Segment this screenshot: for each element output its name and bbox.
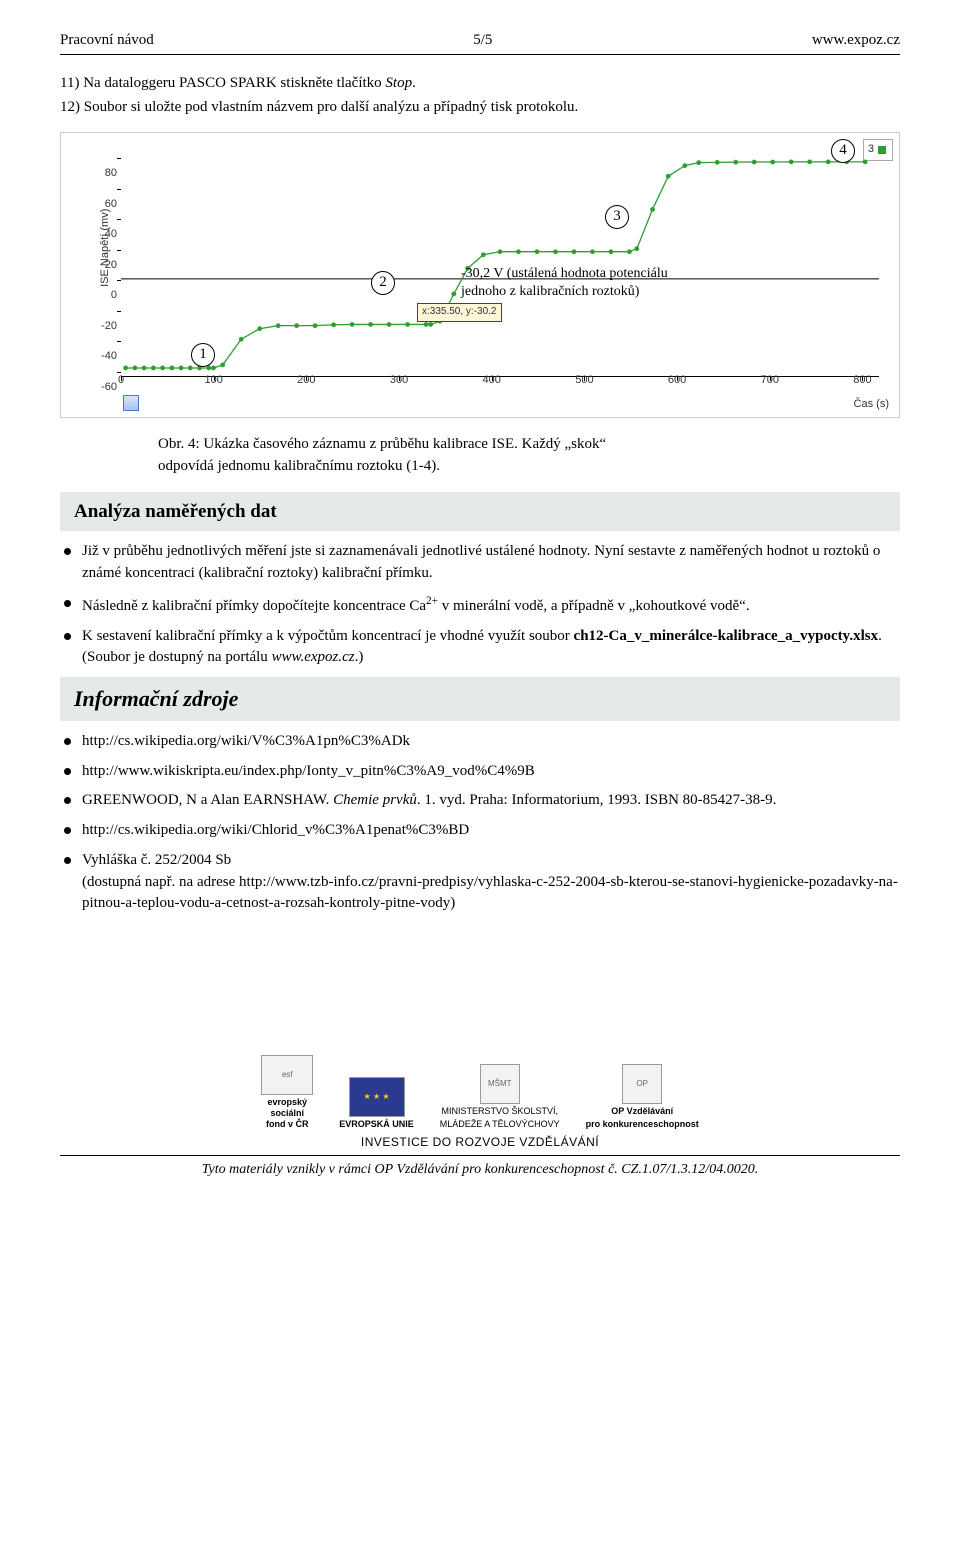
infosources-b3-post: . 1. vyd. Praha: Informatorium, 1993. IS… [417,792,777,808]
esf-logo: esf evropský sociální fond v ČR [261,1055,313,1129]
infosources-b3-pre: GREENWOOD, N a Alan EARNSHAW. [82,792,333,808]
analysis-list: Již v průběhu jednotlivých měření jste s… [60,541,900,669]
y-tick: 20 [91,258,117,274]
analysis-b2-post: v minerální vodě, a případně v „kohoutko… [438,598,750,614]
chart-caption: Obr. 4: Ukázka časového záznamu z průběh… [158,434,798,478]
x-tick: 600 [668,373,686,389]
y-tick: 60 [91,197,117,213]
op-logo: OP OP Vzdělávání pro konkurenceschopnost [586,1064,699,1130]
header-center: 5/5 [473,30,492,52]
infosources-b5b: (dostupná např. na adrese http://www.tzb… [82,874,898,912]
infosources-b2: http://www.wikiskripta.eu/index.php/Iont… [62,761,900,783]
caption-lead: Obr. 4: [158,436,200,452]
x-tick: 500 [575,373,593,389]
x-tick: 100 [204,373,222,389]
x-tick: 0 [118,373,124,389]
chart-annotation-l1: -30,2 V (ustálená hodnota potenciálu [461,265,668,283]
chart-annotation-l2: jednoho z kalibračních roztoků) [461,283,668,301]
eu-label: EVROPSKÁ UNIE [339,1119,414,1130]
measure-tool-icon [123,395,139,411]
op-l2: pro konkurenceschopnost [586,1119,699,1130]
msmt-logo: MŠMT MINISTERSTVO ŠKOLSTVÍ, MLÁDEŽE A TĚ… [440,1064,560,1130]
infosources-heading: Informační zdroje [60,677,900,721]
chart-block: 3 ISE Napětí (mv) Čas (s) x:335.50, y:-3… [60,132,900,418]
chart-inner: ISE Napětí (mv) Čas (s) x:335.50, y:-30.… [61,133,899,417]
infosources-b5a: Vyhláška č. 252/2004 Sb [82,852,231,868]
header-left: Pracovní návod [60,30,154,52]
analysis-b2-sup: 2+ [426,595,438,607]
infosources-b5: Vyhláška č. 252/2004 Sb (dostupná např. … [62,850,900,915]
x-tick: 200 [297,373,315,389]
y-tick: 40 [91,227,117,243]
footer-credit-code: CZ.1.07/1.3.12/04.0020. [621,1162,758,1177]
chart-svg [121,143,879,377]
msmt-l1: MINISTERSTVO ŠKOLSTVÍ, [441,1106,558,1117]
op-l1: OP Vzdělávání [611,1106,673,1117]
esf-lines: evropský sociální fond v ČR [266,1097,309,1129]
instruction-11: 11) Na dataloggeru PASCO SPARK stiskněte… [60,73,900,95]
y-tick: 0 [91,288,117,304]
analysis-b2: Následně z kalibrační přímky dopočítejte… [62,593,900,618]
analysis-b3-pre: K sestavení kalibrační přímky a k výpočt… [82,628,574,644]
plot-area [121,143,879,377]
x-tick: 700 [761,373,779,389]
chart-panel: 3 ISE Napětí (mv) Čas (s) x:335.50, y:-3… [60,132,900,418]
footer: esf evropský sociální fond v ČR ★ ★ ★ EV… [60,1055,900,1180]
footer-logos: esf evropský sociální fond v ČR ★ ★ ★ EV… [60,1055,900,1129]
instr11-post: . [412,75,416,91]
footer-credit-pre: Tyto materiály vznikly v rámci OP Vzdělá… [202,1162,622,1177]
eu-logo: ★ ★ ★ EVROPSKÁ UNIE [339,1077,414,1130]
footer-rule [60,1155,900,1156]
infosources-list: http://cs.wikipedia.org/wiki/V%C3%A1pn%C… [60,731,900,915]
analysis-b2-pre: Následně z kalibrační přímky dopočítejte… [82,598,426,614]
x-tick: 300 [390,373,408,389]
instruction-12: 12) Soubor si uložte pod vlastním názvem… [60,97,900,119]
analysis-b3-bold: ch12-Ca_v_minerálce-kalibrace_a_vypocty.… [574,628,879,644]
y-tick: 80 [91,166,117,182]
chart-annotation: -30,2 V (ustálená hodnota potenciálu jed… [461,265,668,300]
header-right: www.expoz.cz [812,30,900,52]
analysis-b3: K sestavení kalibrační přímky a k výpočt… [62,626,900,670]
y-axis-label: ISE Napětí (mv) [98,209,114,287]
instr11-italic: Stop [385,75,412,91]
msmt-l2: MLÁDEŽE A TĚLOVÝCHOVY [440,1119,560,1130]
analysis-b3-italic: www.expoz.cz [272,649,355,665]
x-tick: 400 [483,373,501,389]
infosources-b3-it: Chemie prvků [333,792,417,808]
caption-rest2: odpovídá jednomu kalibračnímu roztoku (1… [158,458,440,474]
infosources-b4: http://cs.wikipedia.org/wiki/Chlorid_v%C… [62,820,900,842]
footer-invest: INVESTICE DO ROZVOJE VZDĚLÁVÁNÍ [60,1134,900,1151]
header-rule [60,54,900,55]
y-tick: -20 [91,319,117,335]
infosources-b3: GREENWOOD, N a Alan EARNSHAW. Chemie prv… [62,790,900,812]
y-tick: -60 [91,380,117,396]
analysis-b1: Již v průběhu jednotlivých měření jste s… [62,541,900,585]
y-tick: -40 [91,349,117,365]
caption-rest1: Ukázka časového záznamu z průběhu kalibr… [200,436,607,452]
infosources-b1: http://cs.wikipedia.org/wiki/V%C3%A1pn%C… [62,731,900,753]
analysis-heading: Analýza naměřených dat [60,492,900,532]
analysis-b3-post: .) [355,649,364,665]
footer-credit: Tyto materiály vznikly v rámci OP Vzdělá… [60,1160,900,1180]
instructions-block: 11) Na dataloggeru PASCO SPARK stiskněte… [60,73,900,119]
chart-tooltip: x:335.50, y:-30.2 [417,303,502,322]
x-axis-label: Čas (s) [854,397,889,413]
page-header: Pracovní návod 5/5 www.expoz.cz [60,30,900,52]
x-tick: 800 [853,373,871,389]
instr11-pre: 11) Na dataloggeru PASCO SPARK stiskněte… [60,75,385,91]
